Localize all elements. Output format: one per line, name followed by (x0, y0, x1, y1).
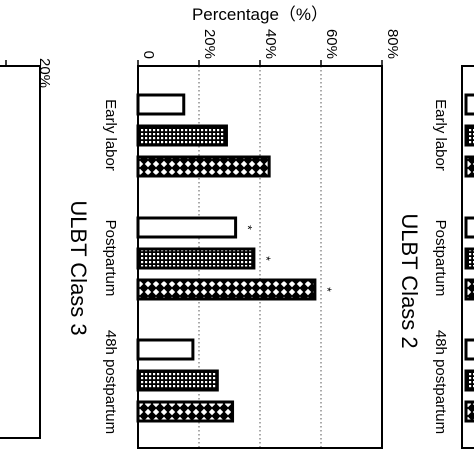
right-panel-bar (464, 247, 474, 270)
tick-label: 20% (201, 29, 218, 59)
left-panel: 20% ULBT Class 3 (0, 58, 91, 439)
bar (136, 124, 228, 147)
significance-star: * (259, 256, 273, 261)
right-category-label: Postpartum (432, 220, 449, 297)
right-panel-bar (464, 124, 474, 147)
bar (136, 400, 235, 423)
category-label: Postpartum (102, 220, 119, 297)
tick-label: 40% (262, 29, 279, 59)
bars (136, 93, 317, 423)
right-category-label: 48h postpartum (432, 330, 449, 434)
tick-labels: 0 20% 40% 60% 80% (137, 29, 401, 66)
main-panel: Percentage（%） 0 20% 40% 60% 80% Early labor P… (102, 5, 422, 449)
right-panel: Early labor Postpartum 48h postpartum (432, 65, 474, 449)
category-labels: Early labor Postpartum 48h postpartum (102, 99, 119, 434)
right-panel-bar (464, 93, 474, 116)
tick-label: 60% (323, 29, 340, 59)
category-label: 48h postpartum (102, 330, 119, 434)
bar (136, 369, 219, 392)
panel-title-class3: ULBT Class 3 (66, 200, 91, 335)
category-label: Early labor (102, 99, 119, 171)
y-axis-title: Percentage（%） (192, 5, 328, 24)
right-panel-bar (464, 155, 474, 178)
left-panel-tick-label: 20% (36, 58, 53, 88)
bar (136, 278, 317, 301)
panel-title-class2: ULBT Class 2 (397, 213, 422, 348)
right-panel-bar (464, 400, 474, 423)
bar (136, 216, 238, 239)
right-panel-bars (464, 93, 474, 423)
bar (136, 338, 195, 361)
right-panel-bar (464, 278, 474, 301)
right-category-label: Early labor (432, 99, 449, 171)
significance-star: * (241, 225, 255, 230)
right-panel-bar (464, 216, 474, 239)
tick-label: 0 (140, 51, 157, 59)
left-panel-frame (0, 65, 41, 439)
tick-label: 80% (384, 29, 401, 59)
bar (136, 247, 256, 270)
right-panel-frame (461, 65, 474, 449)
right-panel-bar (464, 338, 474, 361)
significance-markers: * * * (241, 225, 334, 292)
bar (136, 93, 186, 116)
right-panel-bar (464, 369, 474, 392)
bar (136, 155, 271, 178)
significance-star: * (320, 287, 334, 292)
right-panel-category-labels: Early labor Postpartum 48h postpartum (432, 99, 449, 434)
